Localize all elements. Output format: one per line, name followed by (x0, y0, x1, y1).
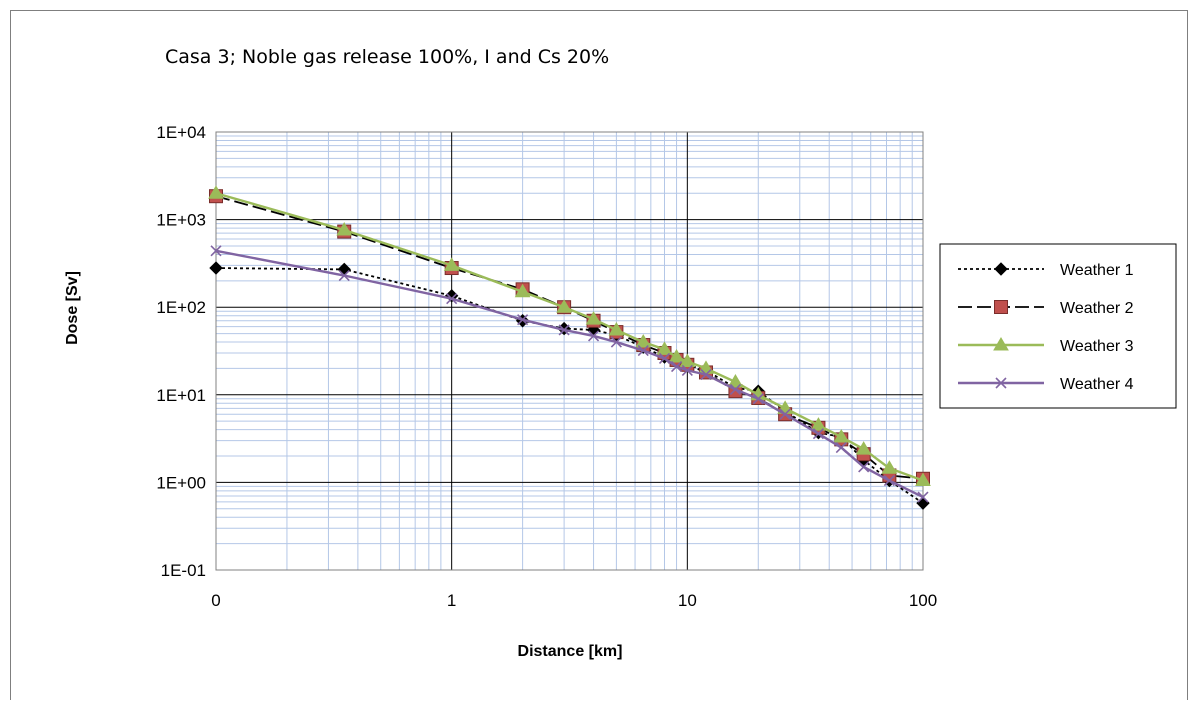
data-point (443, 257, 460, 271)
marker-stroke (670, 361, 683, 373)
data-point (558, 324, 570, 336)
x-tick-label: 100 (909, 591, 937, 610)
legend-entry: Weather 2 (958, 300, 1134, 317)
legend-marker (994, 262, 1008, 276)
legend-entry: Weather 4 (958, 376, 1134, 393)
marker-stroke (812, 428, 825, 440)
marker-stroke (446, 293, 458, 305)
x-tick-label: 10 (678, 591, 697, 610)
marker-stroke (995, 377, 1007, 389)
legend-marker (994, 300, 1008, 314)
marker-stroke (883, 474, 895, 487)
marker-stroke (779, 408, 791, 420)
marker-stroke (587, 330, 600, 342)
marker-stroke (835, 441, 847, 454)
data-point (858, 461, 870, 473)
data-point (729, 383, 742, 396)
marker-stroke (558, 324, 570, 336)
data-point (209, 261, 223, 275)
data-point (610, 336, 622, 348)
data-point (779, 408, 791, 420)
data-point (668, 349, 685, 363)
data-point (835, 441, 847, 454)
data-point (656, 341, 673, 355)
data-point (637, 344, 649, 357)
x-axis-label: Distance [km] (518, 643, 623, 660)
data-point (679, 353, 696, 367)
data-point (810, 417, 827, 431)
marker-stroke (658, 352, 671, 365)
legend-marker (993, 337, 1009, 351)
data-point (336, 222, 353, 236)
marker-stroke (752, 393, 764, 405)
data-point (727, 374, 744, 388)
legend-label: Weather 4 (1060, 376, 1134, 393)
marker-stroke (517, 314, 529, 326)
data-point (208, 185, 224, 199)
marker-stroke (338, 269, 350, 282)
legend-box (939, 243, 1177, 409)
data-point (635, 334, 652, 348)
legend-entry: Weather 3 (958, 337, 1134, 355)
series-group (208, 185, 931, 510)
data-point (917, 491, 929, 503)
data-point (446, 293, 458, 305)
plot-area (216, 132, 923, 570)
data-point (700, 369, 712, 381)
legend-marker (995, 377, 1007, 389)
marker-stroke (210, 245, 222, 257)
plot-border (215, 131, 924, 571)
y-axis-label: Dose [Sv] (64, 271, 81, 345)
data-point (338, 269, 350, 282)
series-line (215, 249, 924, 499)
data-point (658, 352, 671, 365)
marker-stroke (729, 383, 742, 396)
tick-labels: 1E-01 1E+00 1E+01 1E+02 1E+03 1E+04 0 1 10 100 (156, 123, 937, 610)
data-point (556, 299, 572, 313)
x-tick-label: 1 (447, 591, 456, 610)
data-point (915, 472, 931, 487)
data-point (587, 330, 600, 342)
series-4 (210, 245, 929, 503)
data-point (670, 361, 683, 373)
x-tick-label: 0 (211, 591, 220, 610)
y-tick-label: 1E-01 (161, 561, 206, 580)
data-point (812, 428, 825, 440)
marker-stroke (700, 369, 712, 381)
chart-title: Casa 3; Noble gas release 100%, I and Cs… (165, 46, 610, 68)
y-tick-label: 1E+02 (156, 298, 206, 317)
legend-label: Weather 1 (1060, 262, 1134, 279)
grid (215, 131, 924, 571)
marker-stroke (610, 336, 622, 348)
legend-label: Weather 2 (1060, 300, 1134, 317)
data-point (883, 474, 895, 487)
data-point (585, 311, 602, 325)
data-point (608, 321, 625, 336)
data-point (881, 460, 898, 474)
y-tick-label: 1E+04 (156, 123, 206, 142)
marker-stroke (858, 461, 870, 473)
data-point (855, 441, 872, 455)
data-point (210, 245, 222, 257)
y-tick-label: 1E+03 (156, 211, 206, 230)
data-point (681, 364, 693, 376)
marker-stroke (637, 344, 649, 357)
legend-entry: Weather 1 (958, 262, 1134, 279)
data-point (752, 393, 764, 405)
marker-stroke (681, 364, 693, 376)
data-point (833, 428, 850, 443)
data-point (514, 283, 531, 298)
legend-label: Weather 3 (1060, 338, 1134, 355)
axes (215, 131, 924, 571)
y-tick-label: 1E+01 (156, 386, 206, 405)
data-point (517, 314, 529, 326)
legend: Weather 1 Weather 2 Weather 3 Weather 4 (939, 243, 1177, 409)
marker-stroke (917, 491, 929, 503)
y-tick-label: 1E+00 (156, 473, 206, 492)
